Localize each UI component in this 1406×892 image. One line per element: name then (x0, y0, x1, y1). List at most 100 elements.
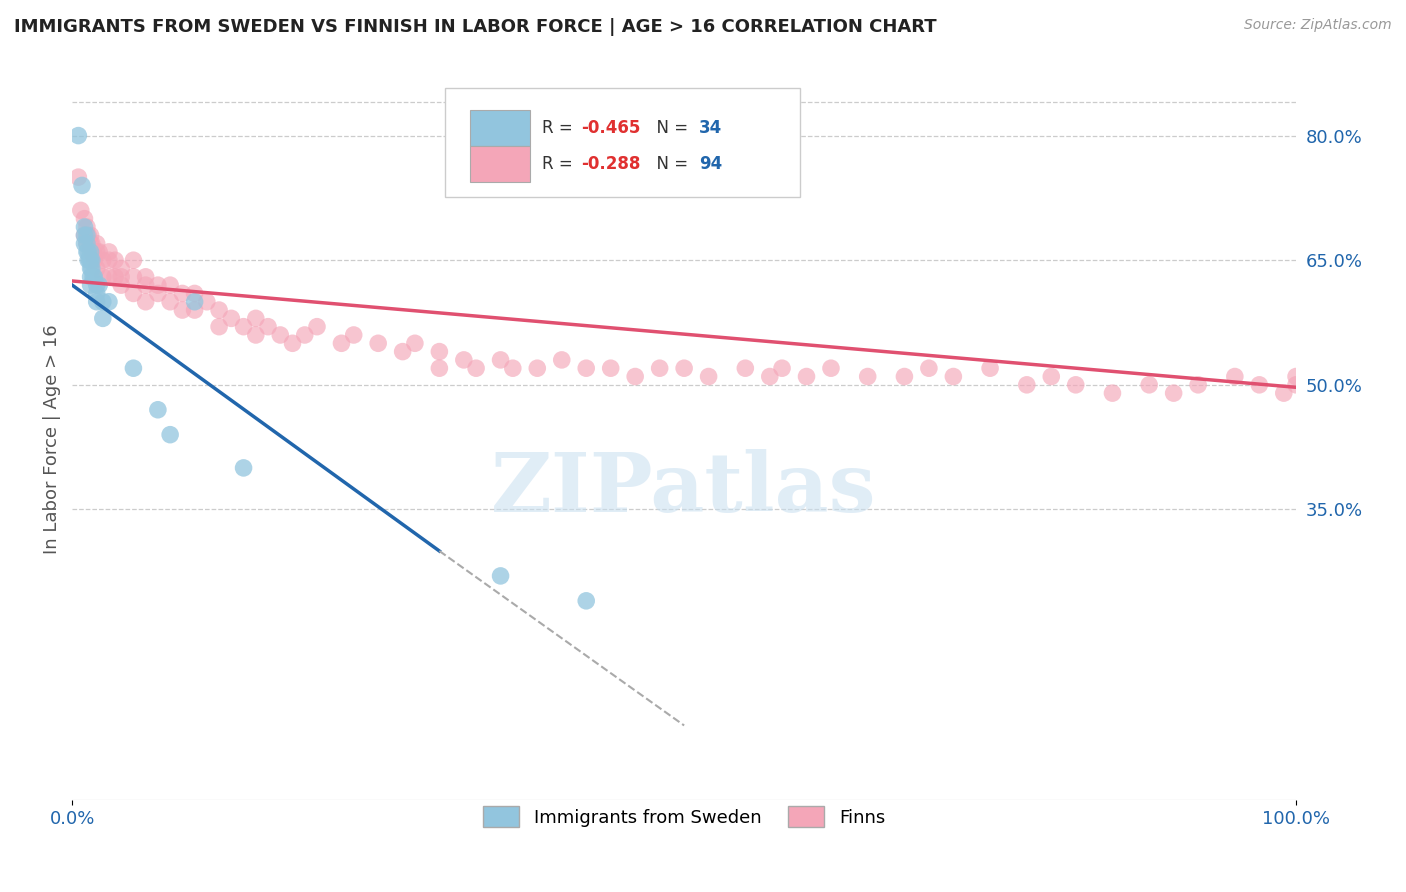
Point (122, 286, 145, 301)
Text: Source: ZipAtlas.com: Source: ZipAtlas.com (1244, 18, 1392, 32)
Point (856, 369, 879, 384)
Point (1285, 377, 1308, 392)
Point (624, 369, 647, 384)
Point (79, 244, 101, 259)
Point (770, 361, 793, 376)
Y-axis label: In Labor Force | Age > 16: In Labor Force | Age > 16 (44, 324, 60, 554)
Point (918, 361, 941, 376)
Text: N =: N = (647, 155, 693, 173)
Point (70, 178, 93, 193)
Point (76, 228, 98, 243)
Point (502, 361, 524, 376)
Point (257, 319, 280, 334)
Point (89, 278, 111, 293)
Point (86, 236, 108, 251)
Point (91, 269, 114, 284)
Point (391, 344, 413, 359)
Point (427, 344, 450, 359)
Point (76, 236, 98, 251)
Point (221, 311, 243, 326)
Point (110, 261, 132, 276)
Point (269, 328, 291, 343)
Point (79, 253, 101, 268)
Point (1187, 377, 1209, 392)
Point (551, 352, 574, 367)
Point (575, 594, 598, 608)
Point (73, 228, 96, 243)
Text: R =: R = (543, 155, 578, 173)
Point (183, 294, 205, 309)
Point (245, 328, 267, 343)
Point (83, 253, 105, 268)
Point (208, 319, 231, 334)
Point (489, 352, 512, 367)
Point (1163, 386, 1185, 401)
Point (86, 286, 108, 301)
Legend: Immigrants from Sweden, Finns: Immigrants from Sweden, Finns (475, 799, 893, 835)
Text: IMMIGRANTS FROM SWEDEN VS FINNISH IN LABOR FORCE | AGE > 16 CORRELATION CHART: IMMIGRANTS FROM SWEDEN VS FINNISH IN LAB… (14, 18, 936, 36)
Point (427, 361, 450, 376)
Point (453, 352, 475, 367)
Text: -0.465: -0.465 (581, 119, 641, 137)
Point (67, 170, 90, 185)
Point (76, 236, 98, 251)
Point (146, 286, 169, 301)
Point (1272, 386, 1295, 401)
Point (73, 236, 96, 251)
Point (73, 228, 96, 243)
Point (734, 361, 756, 376)
Point (1249, 377, 1271, 392)
Point (83, 269, 105, 284)
Point (367, 336, 389, 351)
Point (159, 278, 181, 293)
Point (80, 253, 103, 268)
Point (97, 294, 120, 309)
Point (135, 269, 157, 284)
Point (208, 303, 231, 318)
Point (135, 294, 157, 309)
Point (104, 253, 127, 268)
Point (122, 361, 145, 376)
Point (79, 244, 101, 259)
Point (404, 336, 426, 351)
Point (77, 253, 100, 268)
Point (245, 311, 267, 326)
Point (79, 269, 101, 284)
Point (172, 303, 194, 318)
Point (79, 236, 101, 251)
Point (97, 244, 120, 259)
Point (330, 336, 353, 351)
Point (91, 311, 114, 326)
FancyBboxPatch shape (470, 146, 530, 182)
Point (86, 278, 108, 293)
Point (183, 286, 205, 301)
Point (82, 244, 104, 259)
Text: N =: N = (647, 119, 693, 137)
Point (122, 269, 145, 284)
Point (86, 261, 108, 276)
Text: 34: 34 (699, 119, 723, 137)
Text: R =: R = (543, 119, 578, 137)
Point (1137, 377, 1160, 392)
Point (97, 269, 120, 284)
Point (232, 319, 254, 334)
Point (1285, 369, 1308, 384)
Point (195, 294, 218, 309)
Point (893, 369, 915, 384)
FancyBboxPatch shape (446, 88, 800, 197)
Point (796, 369, 818, 384)
Text: -0.288: -0.288 (581, 155, 641, 173)
Point (489, 569, 512, 583)
Point (820, 361, 842, 376)
Point (97, 253, 120, 268)
Point (91, 294, 114, 309)
Text: 94: 94 (699, 155, 723, 173)
Point (1064, 377, 1087, 392)
Point (77, 244, 100, 259)
Point (79, 278, 101, 293)
Point (673, 361, 696, 376)
Point (294, 328, 316, 343)
Point (80, 261, 103, 276)
Point (79, 253, 101, 268)
Point (465, 361, 488, 376)
